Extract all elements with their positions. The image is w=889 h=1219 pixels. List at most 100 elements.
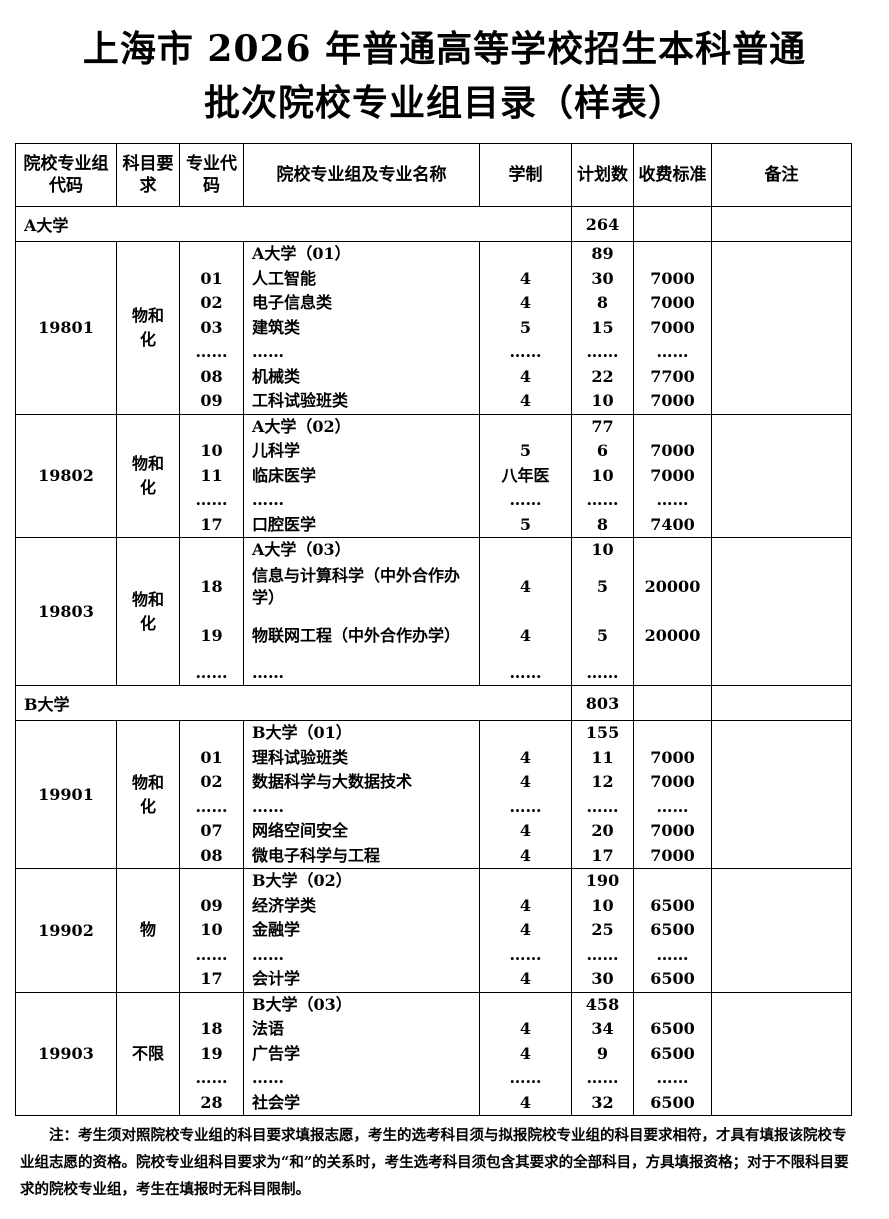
duration: 4 [519, 577, 532, 596]
group-code: 19903 [15, 991, 117, 1116]
duration-group-line [480, 415, 571, 440]
major-name: 广告学 [252, 1043, 301, 1063]
plan-count: 17 [591, 845, 614, 865]
tuition: …… [656, 342, 689, 361]
document-title-line2: 批次院校专业组目录（样表） [203, 82, 685, 124]
plan-count: 8 [596, 514, 609, 534]
university-name: A大学 [15, 206, 572, 242]
tuition: 6500 [650, 895, 695, 915]
group-code: 19802 [15, 413, 117, 538]
major-code-group-line [180, 993, 243, 1018]
header-major-name: 院校专业组及专业名称 [243, 143, 480, 207]
major-code: 19 [200, 626, 223, 645]
major-code-group-line [180, 721, 243, 746]
duration: 4 [519, 747, 532, 767]
duration-cell: 4 4 …… 4 4 [479, 720, 572, 869]
tuition: 6500 [650, 1092, 695, 1112]
duration: 4 [519, 845, 532, 865]
duration: 4 [519, 969, 532, 988]
duration: …… [509, 490, 542, 509]
major-name: …… [252, 662, 284, 682]
duration: 4 [519, 772, 532, 791]
major-name: 社会学 [252, 1092, 301, 1112]
duration: 4 [519, 366, 532, 386]
major-name: 建筑类 [252, 317, 301, 337]
tuition: 7000 [650, 465, 695, 485]
tuition: 6500 [650, 920, 695, 939]
duration: 4 [519, 293, 532, 312]
major-code: 08 [200, 845, 223, 865]
major-name: …… [252, 490, 284, 509]
major-code: …… [195, 944, 228, 964]
plan-count-group-line: 458 [585, 994, 620, 1014]
major-code: 07 [200, 821, 223, 840]
group-code: 19901 [15, 720, 117, 869]
header-plan-count: 计划数 [571, 143, 634, 207]
header-duration: 学制 [479, 143, 572, 207]
tuition: 7400 [650, 514, 695, 534]
tuition-group-line [634, 538, 711, 563]
plan-count: 34 [591, 1019, 614, 1038]
major-name: 电子信息类 [252, 293, 333, 312]
plan-count: 15 [591, 317, 614, 337]
major-name-group-line: B大学（01） [252, 723, 352, 742]
plan-count: 30 [591, 969, 614, 988]
duration: 4 [519, 391, 532, 410]
major-name-cell: B大学（03） 法语 广告学 …… 社会学 [243, 991, 480, 1116]
university-fee [633, 206, 712, 242]
tuition: …… [656, 796, 689, 816]
duration-cell: 5 八年医 …… 5 [479, 413, 572, 538]
major-name: 物联网工程（中外合作办学） [252, 626, 461, 645]
major-name: 信息与计算科学（中外合作办学） [252, 566, 461, 607]
university-plan: 264 [571, 206, 634, 242]
university-remarks [711, 685, 852, 721]
major-name: 网络空间安全 [252, 821, 349, 840]
tuition: 7000 [650, 845, 695, 865]
plan-count: 20 [591, 821, 614, 840]
duration-group-line [480, 242, 571, 267]
tuition: …… [656, 1068, 689, 1087]
major-name: 口腔医学 [252, 514, 317, 534]
remarks-cell [711, 413, 852, 538]
plan-count: 9 [596, 1043, 609, 1063]
subject-requirement: 物和化 [116, 720, 180, 869]
duration-cell: 4 4 5 …… 4 4 [479, 241, 572, 415]
tuition-group-line [634, 869, 711, 894]
group-code: 19803 [15, 537, 117, 686]
tuition: 6500 [650, 969, 695, 988]
major-code: 10 [200, 441, 223, 460]
plan-count: …… [586, 662, 619, 682]
tuition-group-line [634, 721, 711, 746]
major-name: 会计学 [252, 969, 301, 988]
header-group-code: 院校专业组代码 [15, 143, 117, 207]
footnote: 注：考生须对照院校专业组的科目要求填报志愿，考生的选考科目须与拟报院校专业组的科… [20, 1127, 849, 1198]
major-name: 人工智能 [252, 268, 317, 288]
plan-count-cell: 155 11 12 …… 20 17 [571, 720, 634, 869]
major-code-cell: 10 11 …… 17 [179, 413, 244, 538]
duration: 4 [519, 895, 532, 915]
remarks-cell [711, 720, 852, 869]
subject-requirement: 物和化 [116, 413, 180, 538]
tuition-group-line [634, 242, 711, 267]
major-code: 11 [200, 465, 223, 485]
remarks-cell [711, 868, 852, 993]
subject-requirement: 物和化 [116, 241, 180, 415]
major-name: 金融学 [252, 920, 301, 939]
major-code: 02 [200, 293, 223, 312]
duration-cell: 4 4 …… 4 [479, 868, 572, 993]
duration: 八年医 [501, 465, 550, 485]
duration: …… [509, 1068, 542, 1087]
major-code: …… [195, 1068, 228, 1087]
plan-count: 10 [591, 465, 614, 485]
major-code: …… [195, 662, 228, 682]
university-name-text: A大学 [24, 216, 69, 235]
major-code: 18 [200, 1019, 223, 1038]
duration: 5 [519, 441, 532, 460]
document-title-line1: 上海市 2026 年普通高等学校招生本科普通 [82, 28, 807, 70]
major-code: 17 [200, 514, 223, 534]
tuition: 7000 [650, 268, 695, 288]
tuition: 6500 [650, 1043, 695, 1063]
major-name: 数据科学与大数据技术 [252, 772, 413, 791]
plan-count-cell: 89 30 8 15 …… 22 10 [571, 241, 634, 415]
remarks-cell [711, 991, 852, 1116]
